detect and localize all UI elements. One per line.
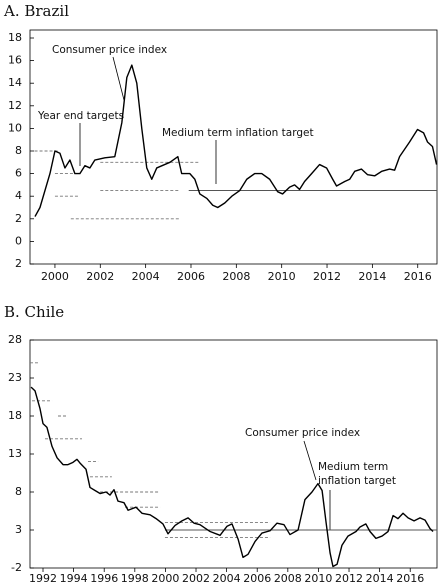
x-tick-label: 2002 [182, 572, 210, 585]
x-tick-label: 1998 [121, 572, 149, 585]
y-tick-label: 2 [15, 212, 22, 225]
y-tick-label: 14 [8, 76, 22, 89]
plot-frame [29, 339, 438, 569]
x-tick-label: 2004 [213, 572, 241, 585]
x-tick-label: 2016 [396, 572, 424, 585]
leader-lines [79, 56, 331, 530]
y-tick-label: 16 [8, 54, 22, 67]
x-tick-label: 2004 [132, 270, 160, 283]
y-tick-label: 18 [8, 409, 22, 422]
chart-title: A. Brazil [3, 2, 69, 20]
y-tick-label: 18 [8, 31, 22, 44]
annotation: Consumer price index [245, 427, 360, 439]
x-tick-label: 2006 [243, 572, 271, 585]
y-tick-label: 0 [15, 234, 22, 247]
x-tick-label: 2000 [41, 270, 69, 283]
plot-frame [29, 29, 438, 265]
x-tick-label: 2014 [366, 572, 394, 585]
x-tick-label: 2008 [274, 572, 302, 585]
annotation: Consumer price index [52, 44, 167, 56]
x-tick-label: 1992 [29, 572, 57, 585]
y-tick-label: 6 [15, 167, 22, 180]
chart-title: B. Chile [4, 303, 64, 321]
y-tick-label: 8 [15, 144, 22, 157]
y-tick-label: 12 [8, 99, 22, 112]
annotation: Year end targets [37, 110, 124, 122]
y-tick-label: 23 [8, 371, 22, 384]
x-tick-label: 2006 [177, 270, 205, 283]
annotation: inflation target [318, 475, 396, 487]
y-tick-label: 8 [15, 485, 22, 498]
x-tick-label: 2010 [304, 572, 332, 585]
y-tick-label: 28 [8, 333, 22, 346]
x-tick-label: 2002 [86, 270, 114, 283]
y-tick-label: 4 [15, 189, 22, 202]
y-tick-label: 2 [15, 257, 22, 270]
x-tick-label: 2010 [268, 270, 296, 283]
x-tick-label: 1994 [60, 572, 88, 585]
x-tick-label: 2014 [358, 270, 386, 283]
x-tick-label: 2008 [222, 270, 250, 283]
y-tick-label: 3 [15, 523, 22, 536]
annotation: Medium term inflation target [162, 127, 314, 139]
x-tick-label: 2012 [313, 270, 341, 283]
x-tick-label: 2000 [151, 572, 179, 585]
x-tick-label: 2012 [335, 572, 363, 585]
y-tick-label: -2 [11, 561, 22, 574]
x-tick-label: 2016 [404, 270, 432, 283]
y-tick-label: 10 [8, 121, 22, 134]
cpi-line [30, 386, 434, 568]
x-tick-label: 1996 [90, 572, 118, 585]
annotation: Medium term [318, 461, 388, 473]
y-tick-label: 13 [8, 447, 22, 460]
cpi-line [34, 64, 438, 217]
